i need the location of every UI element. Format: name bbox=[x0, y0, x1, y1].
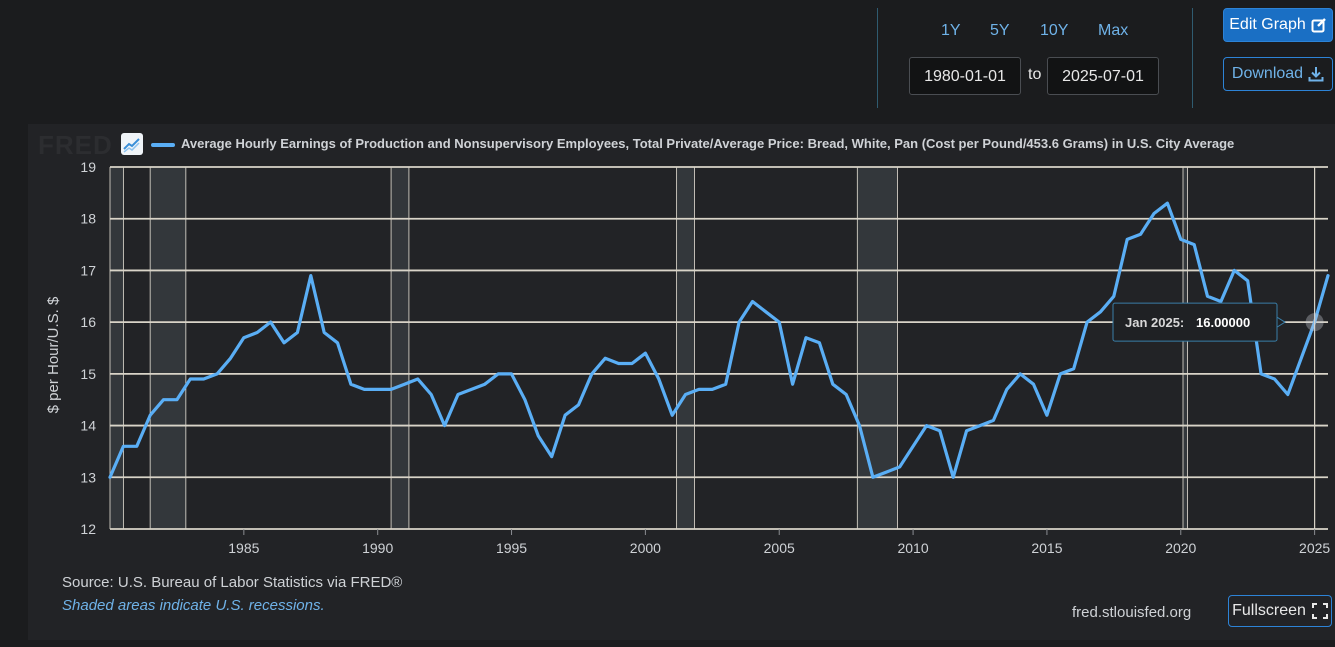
download-label: Download bbox=[1231, 65, 1304, 82]
fred-logo: FRED bbox=[38, 130, 113, 160]
y-tick-label: 16 bbox=[80, 314, 96, 330]
recession-band bbox=[391, 167, 409, 529]
source-note: Source: U.S. Bureau of Labor Statistics … bbox=[62, 574, 403, 591]
series-line bbox=[108, 201, 1330, 479]
chart-title: Average Hourly Earnings of Production an… bbox=[181, 136, 1235, 151]
y-tick-label: 14 bbox=[80, 418, 96, 434]
y-axis-ticks: 12 13 14 15 16 17 18 19 bbox=[80, 159, 96, 537]
tooltip: Jan 2025: 16.00000 bbox=[1112, 167, 1324, 529]
edit-icon bbox=[1311, 18, 1326, 33]
recession-band bbox=[110, 167, 124, 529]
edit-graph-label: Edit Graph bbox=[1229, 16, 1306, 33]
range-1y-link[interactable]: 1Y bbox=[941, 22, 961, 39]
x-tick-label: 1985 bbox=[228, 540, 259, 556]
divider bbox=[877, 8, 878, 108]
y-axis-label: $ per Hour/U.S. $ bbox=[45, 296, 62, 413]
x-tick-label: 1990 bbox=[362, 540, 393, 556]
y-tick-label: 17 bbox=[80, 262, 96, 278]
range-5y-link[interactable]: 5Y bbox=[990, 22, 1010, 39]
range-max-link[interactable]: Max bbox=[1098, 22, 1129, 39]
fullscreen-icon bbox=[1311, 603, 1328, 619]
range-10y-link[interactable]: 10Y bbox=[1040, 22, 1069, 39]
site-link[interactable]: fred.stlouisfed.org bbox=[1072, 604, 1192, 621]
fullscreen-label: Fullscreen bbox=[1232, 602, 1306, 619]
recession-note: Shaded areas indicate U.S. recessions. bbox=[62, 597, 325, 614]
x-tick-label: 1995 bbox=[496, 540, 527, 556]
end-date-input[interactable]: 2025-07-01 bbox=[1047, 57, 1159, 95]
to-label: to bbox=[1028, 66, 1042, 83]
tooltip-value: 16.00000 bbox=[1196, 315, 1250, 330]
x-tick-label: 2020 bbox=[1165, 540, 1196, 556]
x-tick-label: 2015 bbox=[1031, 540, 1062, 556]
start-date-input[interactable]: 1980-01-01 bbox=[909, 57, 1021, 95]
x-axis-ticks: 1985 1990 1995 2000 2005 2010 2015 2020 2025 bbox=[228, 529, 1330, 556]
recession-band bbox=[150, 167, 186, 529]
y-tick-label: 13 bbox=[80, 469, 96, 485]
x-tick-label: 2025 bbox=[1299, 540, 1330, 556]
divider bbox=[1192, 8, 1193, 108]
tooltip-arrow bbox=[1276, 316, 1286, 329]
recession-band bbox=[676, 167, 695, 529]
download-icon bbox=[1308, 67, 1324, 82]
x-tick-label: 2000 bbox=[630, 540, 661, 556]
y-tick-label: 18 bbox=[80, 211, 96, 227]
y-tick-label: 12 bbox=[80, 521, 96, 537]
x-tick-label: 2005 bbox=[764, 540, 795, 556]
edit-graph-button[interactable]: Edit Graph bbox=[1223, 8, 1333, 42]
gridlines bbox=[110, 166, 1328, 530]
recession-band bbox=[1183, 167, 1188, 529]
legend-swatch bbox=[151, 143, 175, 147]
tooltip-marker bbox=[1305, 313, 1324, 332]
y-tick-label: 15 bbox=[80, 366, 96, 382]
tooltip-date: Jan 2025: bbox=[1125, 315, 1184, 330]
y-tick-label: 19 bbox=[80, 159, 96, 175]
fullscreen-button[interactable]: Fullscreen bbox=[1228, 595, 1332, 627]
fred-chart-icon bbox=[121, 133, 143, 155]
download-button[interactable]: Download bbox=[1223, 57, 1333, 91]
x-tick-label: 2010 bbox=[897, 540, 928, 556]
recession-bands bbox=[109, 167, 1188, 529]
